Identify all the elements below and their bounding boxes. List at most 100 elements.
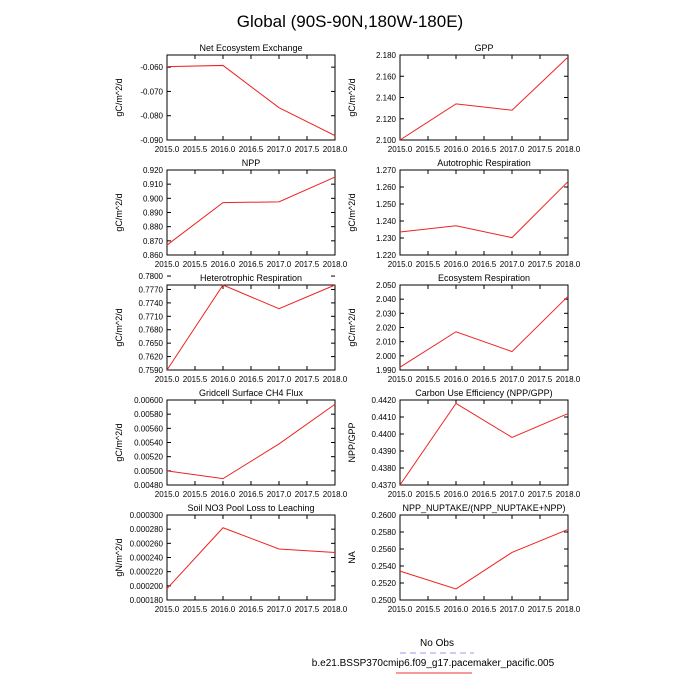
npp-nuptake-npp-nuptake-npp-ytick-label-0: 0.2500	[372, 596, 397, 605]
carbon-use-efficiency-npp-gpp-ytick-label-2: 0.4390	[372, 447, 397, 456]
npp-ylabel: gC/m^2/d	[114, 193, 124, 231]
ecosystem-respiration-ylabel: gC/m^2/d	[347, 308, 357, 346]
npp-nuptake-npp-nuptake-npp-series-line	[399, 528, 569, 590]
npp-nuptake-npp-nuptake-npp-title: NPP_NUPTAKE/(NPP_NUPTAKE+NPP)	[403, 503, 566, 513]
npp-xtick-label-6: 2018.0	[323, 260, 348, 269]
gpp-plot-frame	[399, 54, 569, 141]
net-ecosystem-exchange-plot-frame	[166, 54, 336, 141]
net-ecosystem-exchange-xtick-label-0: 2015.0	[155, 145, 180, 154]
autotrophic-respiration-plot-frame	[399, 169, 569, 256]
net-ecosystem-exchange-ytick-label-0: -0.060	[140, 63, 163, 72]
soil-no3-pool-loss-to-leaching-xtick-label-3: 2016.5	[239, 605, 264, 614]
gpp-ytick-label-3: 2.160	[376, 72, 397, 81]
ecosystem-respiration-title: Ecosystem Respiration	[438, 273, 530, 283]
heterotrophic-respiration-xtick-label-6: 2018.0	[323, 375, 348, 384]
soil-no3-pool-loss-to-leaching-xtick-label-2: 2016.0	[211, 605, 236, 614]
heterotrophic-respiration-ytick-label-1: 0.7620	[139, 353, 164, 362]
soil-no3-pool-loss-to-leaching-series-line	[166, 527, 336, 590]
net-ecosystem-exchange-xtick-label-3: 2016.5	[239, 145, 264, 154]
net-ecosystem-exchange-xtick-label-4: 2017.0	[267, 145, 292, 154]
ecosystem-respiration-series-line	[399, 295, 569, 368]
legend-label-model-run: b.e21.BSSP370cmip6.f09_g17.pacemaker_pac…	[312, 658, 555, 669]
autotrophic-respiration-ylabel: gC/m^2/d	[347, 193, 357, 231]
npp-nuptake-npp-nuptake-npp-xtick-label-6: 2018.0	[556, 605, 581, 614]
gridcell-surface-ch4-flux-ytick-label-4: 0.00560	[134, 424, 163, 433]
carbon-use-efficiency-npp-gpp-ytick-label-5: 0.4420	[372, 396, 397, 405]
carbon-use-efficiency-npp-gpp-ytick-label-0: 0.4370	[372, 481, 397, 490]
npp-ytick-label-1: 0.870	[143, 237, 164, 246]
npp-nuptake-npp-nuptake-npp-xtick-label-4: 2017.0	[500, 605, 525, 614]
net-ecosystem-exchange-ytick-label-1: -0.070	[140, 87, 163, 96]
gridcell-surface-ch4-flux-ytick-label-1: 0.00500	[134, 467, 163, 476]
gridcell-surface-ch4-flux-series-line	[166, 403, 336, 480]
ecosystem-respiration-xtick-label-0: 2015.0	[388, 375, 413, 384]
ecosystem-respiration-ytick-label-6: 2.050	[376, 281, 397, 290]
carbon-use-efficiency-npp-gpp-ytick-label-3: 0.4400	[372, 430, 397, 439]
soil-no3-pool-loss-to-leaching-title: Soil NO3 Pool Loss to Leaching	[187, 503, 314, 513]
gpp-xtick-label-2: 2016.0	[444, 145, 469, 154]
gpp-title: GPP	[474, 43, 493, 53]
heterotrophic-respiration-ytick-label-4: 0.7710	[139, 312, 164, 321]
gridcell-surface-ch4-flux-xtick-label-3: 2016.5	[239, 490, 264, 499]
net-ecosystem-exchange-ylabel: gC/m^2/d	[114, 78, 124, 116]
npp-title: NPP	[242, 158, 261, 168]
npp-ytick-label-0: 0.860	[143, 251, 164, 260]
legend: No Obs b.e21.BSSP370cmip6.f09_g17.pacema…	[312, 638, 555, 674]
npp-xtick-label-3: 2016.5	[239, 260, 264, 269]
carbon-use-efficiency-npp-gpp-xtick-label-0: 2015.0	[388, 490, 413, 499]
autotrophic-respiration-xtick-label-3: 2016.5	[472, 260, 497, 269]
autotrophic-respiration-xtick-label-5: 2017.5	[528, 260, 553, 269]
ecosystem-respiration-xtick-label-5: 2017.5	[528, 375, 553, 384]
autotrophic-respiration-ytick-label-4: 1.260	[376, 183, 397, 192]
gpp-xtick-label-3: 2016.5	[472, 145, 497, 154]
npp-xtick-label-2: 2016.0	[211, 260, 236, 269]
autotrophic-respiration-xtick-label-4: 2017.0	[500, 260, 525, 269]
carbon-use-efficiency-npp-gpp-xtick-label-3: 2016.5	[472, 490, 497, 499]
npp-nuptake-npp-nuptake-npp-xtick-label-1: 2015.5	[416, 605, 441, 614]
heterotrophic-respiration-ytick-label-7: 0.7800	[139, 272, 164, 281]
soil-no3-pool-loss-to-leaching-ytick-label-2: 0.000220	[130, 568, 164, 577]
npp-ytick-label-3: 0.890	[143, 209, 164, 218]
autotrophic-respiration-series-line	[399, 181, 569, 239]
autotrophic-respiration-ytick-label-5: 1.270	[376, 166, 397, 175]
soil-no3-pool-loss-to-leaching-xtick-label-0: 2015.0	[155, 605, 180, 614]
gridcell-surface-ch4-flux-xtick-label-5: 2017.5	[295, 490, 320, 499]
gridcell-surface-ch4-flux-ytick-label-3: 0.00540	[134, 439, 163, 448]
carbon-use-efficiency-npp-gpp-ylabel: NPP/GPP	[347, 422, 357, 462]
soil-no3-pool-loss-to-leaching-ylabel: gN/m^2/d	[114, 538, 124, 576]
gridcell-surface-ch4-flux-xtick-label-4: 2017.0	[267, 490, 292, 499]
gridcell-surface-ch4-flux-ytick-label-2: 0.00520	[134, 453, 163, 462]
npp-ytick-label-5: 0.910	[143, 180, 164, 189]
carbon-use-efficiency-npp-gpp-ytick-label-4: 0.4410	[372, 413, 397, 422]
autotrophic-respiration-ytick-label-1: 1.230	[376, 234, 397, 243]
npp-nuptake-npp-nuptake-npp-plot-frame	[399, 514, 569, 601]
npp-nuptake-npp-nuptake-npp-ytick-label-3: 0.2560	[372, 545, 397, 554]
autotrophic-respiration-ytick-label-3: 1.250	[376, 200, 397, 209]
soil-no3-pool-loss-to-leaching-ytick-label-6: 0.000300	[130, 511, 164, 520]
ecosystem-respiration-ytick-label-3: 2.020	[376, 324, 397, 333]
net-ecosystem-exchange-xtick-label-6: 2018.0	[323, 145, 348, 154]
npp-plot-frame	[166, 169, 336, 256]
heterotrophic-respiration-plot-frame	[166, 284, 336, 371]
carbon-use-efficiency-npp-gpp-xtick-label-4: 2017.0	[500, 490, 525, 499]
gpp-ylabel: gC/m^2/d	[347, 78, 357, 116]
npp-ytick-label-4: 0.900	[143, 194, 164, 203]
npp-xtick-label-4: 2017.0	[267, 260, 292, 269]
net-ecosystem-exchange-title: Net Ecosystem Exchange	[199, 43, 302, 53]
carbon-use-efficiency-npp-gpp-title: Carbon Use Efficiency (NPP/GPP)	[415, 388, 552, 398]
npp-nuptake-npp-nuptake-npp-ytick-label-1: 0.2520	[372, 579, 397, 588]
gridcell-surface-ch4-flux-ylabel: gC/m^2/d	[114, 423, 124, 461]
ecosystem-respiration-xtick-label-1: 2015.5	[416, 375, 441, 384]
soil-no3-pool-loss-to-leaching-ytick-label-4: 0.000260	[130, 539, 164, 548]
gpp-xtick-label-5: 2017.5	[528, 145, 553, 154]
heterotrophic-respiration-xtick-label-0: 2015.0	[155, 375, 180, 384]
npp-nuptake-npp-nuptake-npp-ytick-label-5: 0.2600	[372, 511, 397, 520]
heterotrophic-respiration-xtick-label-5: 2017.5	[295, 375, 320, 384]
npp-xtick-label-5: 2017.5	[295, 260, 320, 269]
gridcell-surface-ch4-flux-xtick-label-2: 2016.0	[211, 490, 236, 499]
gridcell-surface-ch4-flux-ytick-label-5: 0.00580	[134, 410, 163, 419]
carbon-use-efficiency-npp-gpp-plot-frame	[399, 399, 569, 486]
soil-no3-pool-loss-to-leaching-xtick-label-6: 2018.0	[323, 605, 348, 614]
